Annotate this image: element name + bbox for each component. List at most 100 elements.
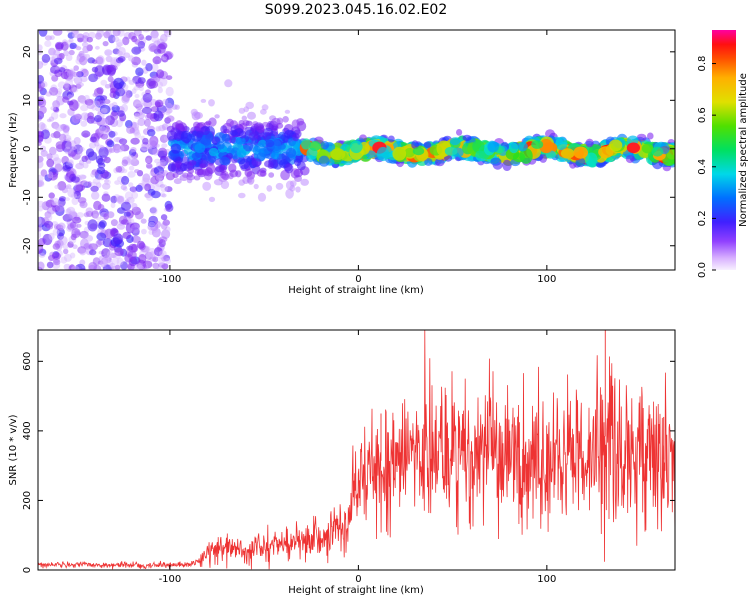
heatmap-cell bbox=[162, 98, 169, 105]
heatmap-cell bbox=[242, 176, 250, 184]
heatmap-cell bbox=[154, 247, 163, 257]
heatmap-cell bbox=[38, 252, 46, 258]
heatmap-cell bbox=[266, 185, 273, 192]
heatmap-cell bbox=[59, 113, 67, 119]
heatmap-cell bbox=[87, 219, 98, 232]
heatmap-cell bbox=[114, 149, 120, 154]
heatmap-cell bbox=[134, 132, 141, 139]
heatmap-cell bbox=[79, 98, 86, 105]
heatmap-cell bbox=[90, 171, 96, 178]
heatmap-cell bbox=[54, 41, 64, 50]
heatmap-cell bbox=[112, 233, 124, 245]
heatmap-cell bbox=[75, 113, 82, 120]
heatmap-cell bbox=[202, 181, 212, 191]
heatmap-cell bbox=[115, 87, 126, 97]
heatmap-cell bbox=[131, 235, 141, 243]
heatmap-cell bbox=[144, 251, 153, 260]
heatmap-cell bbox=[99, 220, 107, 228]
heatmap-cell bbox=[53, 57, 63, 65]
heatmap-cell bbox=[214, 114, 220, 119]
heatmap-cell bbox=[38, 61, 44, 69]
heatmap-cell bbox=[294, 158, 302, 167]
heatmap-cell bbox=[104, 178, 110, 183]
heatmap-cell bbox=[161, 123, 169, 131]
heatmap-cell bbox=[153, 110, 164, 122]
heatmap-cell bbox=[102, 264, 112, 270]
heatmap-cell bbox=[141, 228, 147, 235]
heatmap-cell bbox=[244, 126, 255, 136]
heatmap-cell bbox=[160, 222, 168, 230]
heatmap-cell bbox=[81, 155, 88, 162]
heatmap-cell bbox=[110, 195, 118, 204]
heatmap-cell bbox=[134, 211, 144, 220]
heatmap-cell bbox=[38, 74, 45, 84]
heatmap-cell bbox=[45, 213, 53, 222]
heatmap-cell bbox=[104, 50, 111, 57]
spectrogram-frame bbox=[37, 29, 676, 271]
colorbar: 0.0 0.2 0.4 0.6 0.8 Normalized spectral ampl… bbox=[697, 30, 749, 278]
heatmap-cell bbox=[67, 94, 73, 99]
heatmap-cell bbox=[38, 135, 44, 143]
heatmap-cell bbox=[92, 92, 99, 97]
heatmap-cell bbox=[131, 56, 142, 66]
heatmap-cell bbox=[96, 166, 106, 175]
heatmap-cell bbox=[89, 136, 97, 143]
heatmap-cell bbox=[159, 77, 168, 87]
heatmap-cell bbox=[156, 266, 162, 270]
heatmap-cell bbox=[66, 206, 76, 214]
heatmap-cell bbox=[245, 120, 253, 127]
heatmap-cell bbox=[187, 168, 195, 174]
heatmap-cell bbox=[109, 87, 116, 94]
heatmap-cell bbox=[159, 184, 165, 188]
heatmap-cell bbox=[261, 104, 269, 111]
heatmap-cell bbox=[47, 171, 54, 179]
heatmap-cell bbox=[220, 125, 228, 134]
heatmap-cell bbox=[61, 187, 68, 194]
heatmap-cell bbox=[472, 139, 485, 154]
heatmap-cell bbox=[295, 186, 301, 193]
heatmap-cell bbox=[58, 196, 67, 202]
heatmap-cell bbox=[114, 247, 124, 257]
heatmap-cell bbox=[38, 155, 44, 163]
heatmap-cell bbox=[193, 175, 201, 181]
heatmap-cell bbox=[73, 76, 83, 85]
heatmap-cell bbox=[208, 196, 216, 203]
heatmap-cell bbox=[122, 231, 132, 239]
heatmap-cell bbox=[104, 49, 113, 56]
heatmap-cell bbox=[97, 204, 105, 211]
heatmap-cell bbox=[91, 191, 100, 200]
heatmap-cell bbox=[282, 116, 289, 123]
heatmap-cell bbox=[145, 157, 151, 164]
heatmap-cell bbox=[133, 85, 140, 91]
heatmap-cell bbox=[53, 49, 60, 56]
heatmap-cell bbox=[149, 251, 156, 259]
heatmap-cell bbox=[262, 131, 272, 140]
heatmap-cell bbox=[38, 200, 45, 208]
heatmap-cell bbox=[284, 129, 295, 139]
heatmap-cell bbox=[154, 99, 164, 108]
heatmap-cell bbox=[152, 256, 159, 263]
heatmap-cell bbox=[86, 181, 93, 188]
heatmap-cell bbox=[79, 230, 89, 239]
heatmap-cell bbox=[123, 52, 131, 58]
heatmap-cell bbox=[66, 184, 72, 190]
heatmap-cell bbox=[200, 98, 207, 103]
heatmap-cell bbox=[121, 168, 128, 174]
colorbar-gradient bbox=[712, 30, 736, 270]
heatmap-cell bbox=[171, 104, 178, 110]
heatmap-cell bbox=[106, 140, 115, 148]
heatmap-cell bbox=[73, 137, 81, 145]
heatmap-cell bbox=[53, 30, 63, 36]
heatmap-cell bbox=[55, 203, 65, 212]
heatmap-cell bbox=[284, 109, 291, 114]
heatmap-cell bbox=[38, 174, 44, 182]
heatmap-cell bbox=[70, 193, 78, 199]
heatmap-cell bbox=[130, 147, 137, 153]
heatmap-cell bbox=[75, 162, 84, 170]
heatmap-cell bbox=[293, 168, 304, 178]
heatmap-cell bbox=[285, 147, 297, 158]
heatmap-cell bbox=[162, 56, 168, 61]
heatmap-cell bbox=[142, 173, 151, 183]
heatmap-cell bbox=[104, 99, 111, 105]
